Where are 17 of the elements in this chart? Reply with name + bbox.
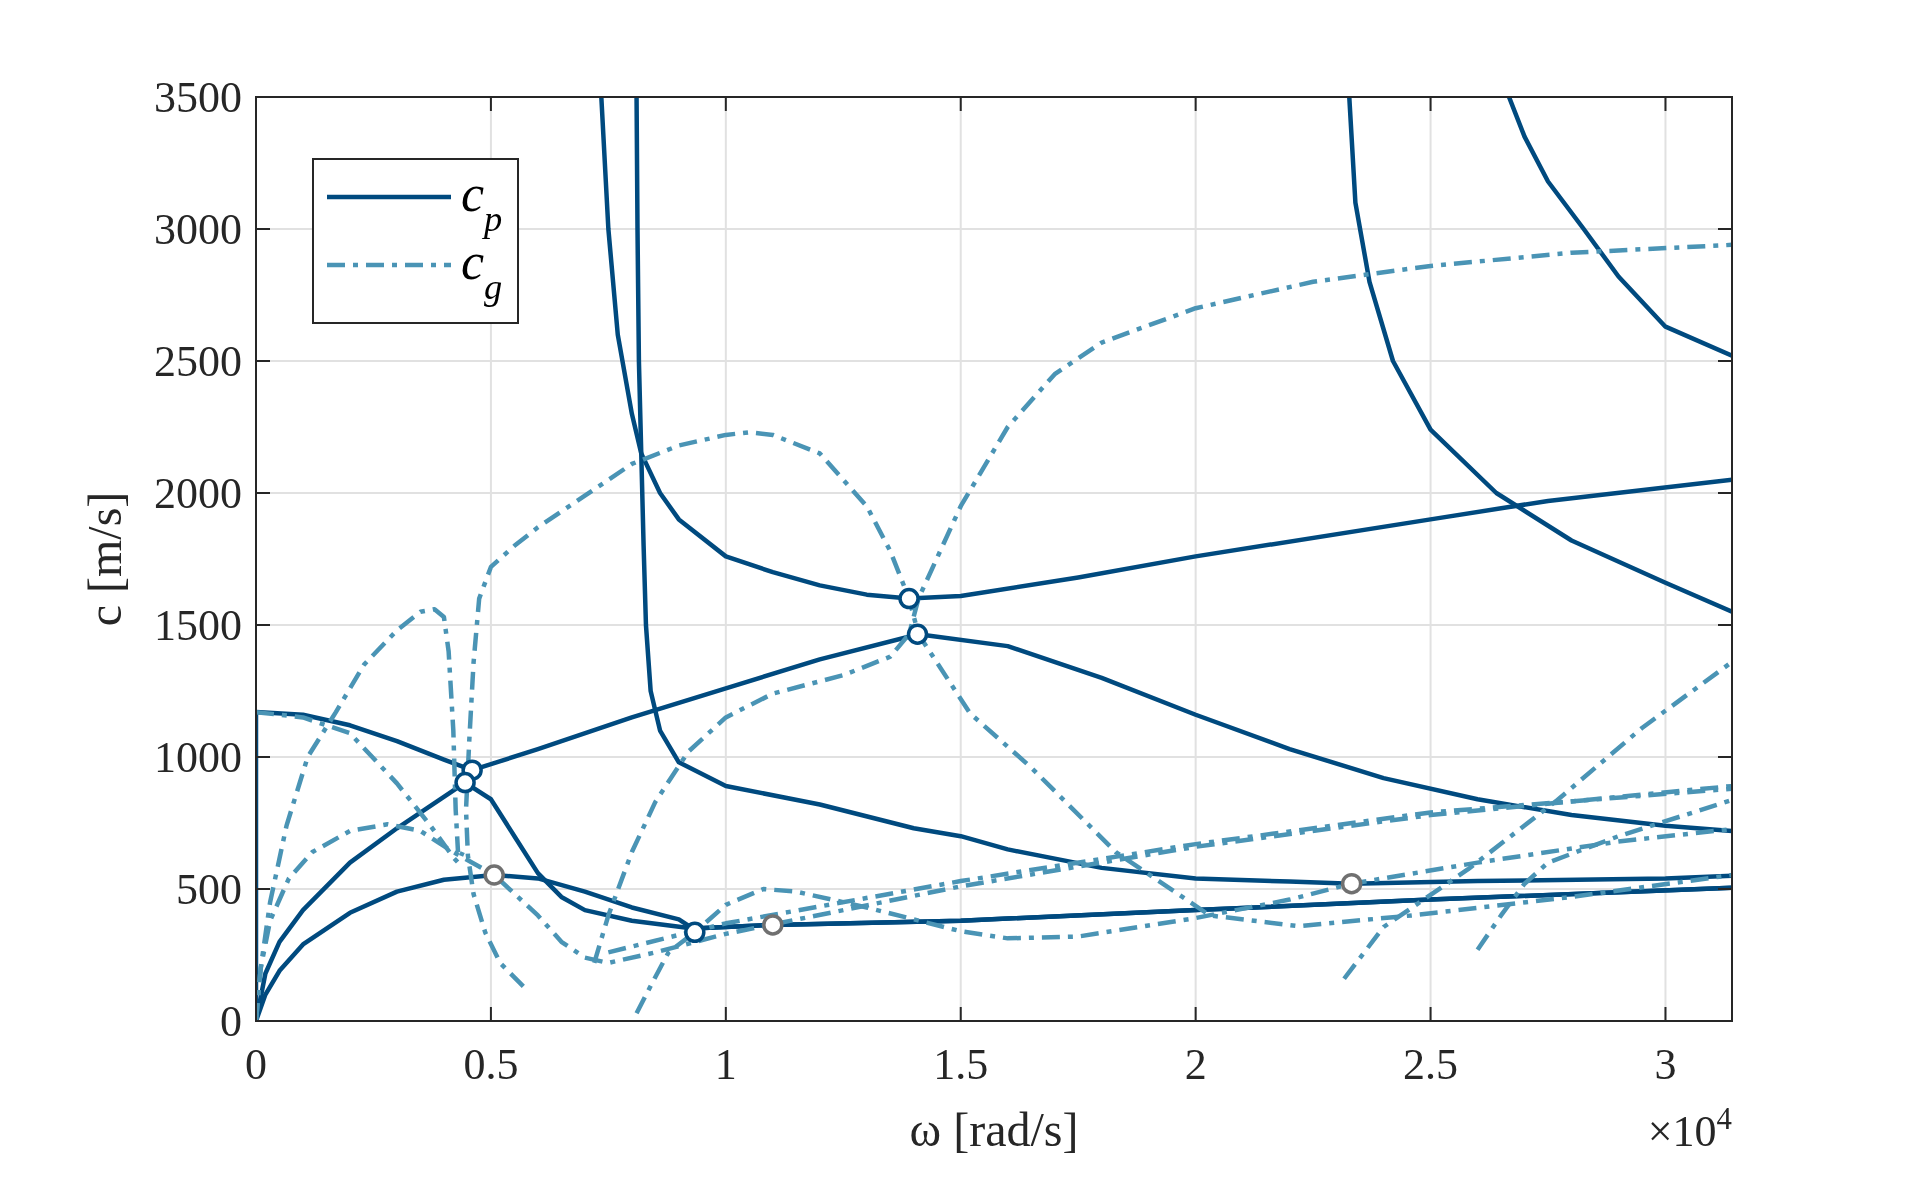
x-axis-title: ω [rad/s] <box>909 1103 1079 1156</box>
y-tick-label: 1000 <box>154 733 242 782</box>
y-axis-title: c [m/s] <box>78 491 131 627</box>
x-tick-label: 0.5 <box>463 1040 519 1089</box>
x-tick-label: 1 <box>714 1040 737 1089</box>
y-tick-label: 1500 <box>154 601 242 650</box>
y-tick-label: 2500 <box>154 337 242 386</box>
y-tick-label: 500 <box>176 865 242 914</box>
y-tick-label: 2000 <box>154 469 242 518</box>
x-tick-label: 2.5 <box>1403 1040 1459 1089</box>
y-tick-label: 3000 <box>154 205 242 254</box>
text: ×10$^{4}$ <box>1647 1102 1732 1156</box>
x-tick-label: 3 <box>1654 1040 1677 1089</box>
y-tick-label: 0 <box>220 997 242 1046</box>
x-tick-label: 2 <box>1184 1040 1207 1089</box>
x-tick-label: 1.5 <box>933 1040 989 1089</box>
y-tick-label: 3500 <box>154 73 242 122</box>
